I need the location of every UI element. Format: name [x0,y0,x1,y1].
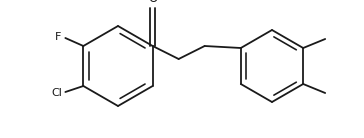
Text: O: O [148,0,157,6]
Text: F: F [55,32,62,42]
Text: Cl: Cl [51,88,62,98]
